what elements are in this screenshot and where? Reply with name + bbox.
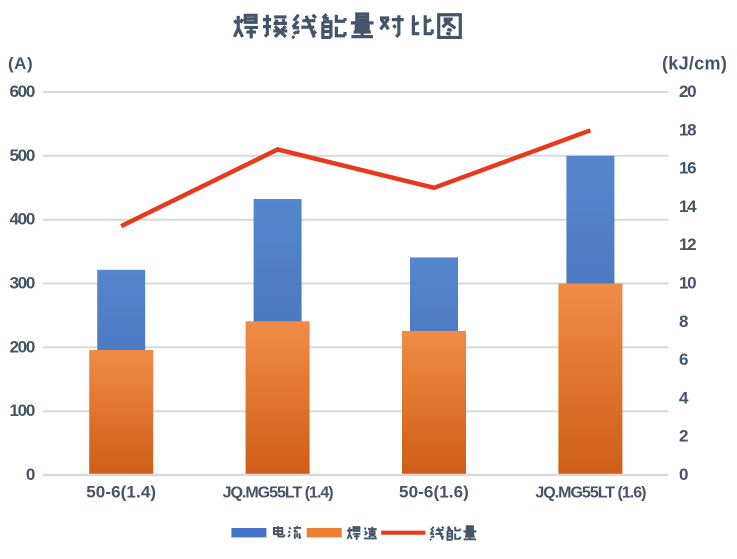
svg-text:JQ.MG55LT (1.6): JQ.MG55LT (1.6): [535, 485, 646, 502]
svg-text:8: 8: [679, 312, 688, 331]
svg-text:300: 300: [10, 274, 35, 293]
svg-text:(A): (A): [8, 54, 33, 73]
svg-text:14: 14: [679, 197, 697, 216]
svg-text:10: 10: [679, 274, 696, 293]
svg-text:100: 100: [10, 401, 35, 420]
svg-text:4: 4: [679, 388, 689, 407]
svg-text:600: 600: [10, 82, 35, 101]
svg-text:6: 6: [679, 350, 688, 369]
svg-text:2: 2: [679, 427, 688, 446]
svg-text:50-6(1.4): 50-6(1.4): [86, 483, 156, 502]
svg-text:0: 0: [679, 465, 688, 484]
svg-text:50-6(1.6): 50-6(1.6): [399, 483, 469, 502]
svg-text:400: 400: [10, 210, 35, 229]
svg-text:500: 500: [10, 146, 35, 165]
svg-text:20: 20: [679, 82, 696, 101]
svg-text:JQ.MG55LT (1.4): JQ.MG55LT (1.4): [223, 485, 334, 502]
svg-text:(kJ/cm): (kJ/cm): [662, 54, 727, 74]
svg-text:16: 16: [679, 159, 696, 178]
svg-text:12: 12: [679, 235, 696, 254]
svg-text:200: 200: [10, 337, 35, 356]
svg-text:0: 0: [26, 465, 35, 484]
svg-text:18: 18: [679, 120, 696, 139]
